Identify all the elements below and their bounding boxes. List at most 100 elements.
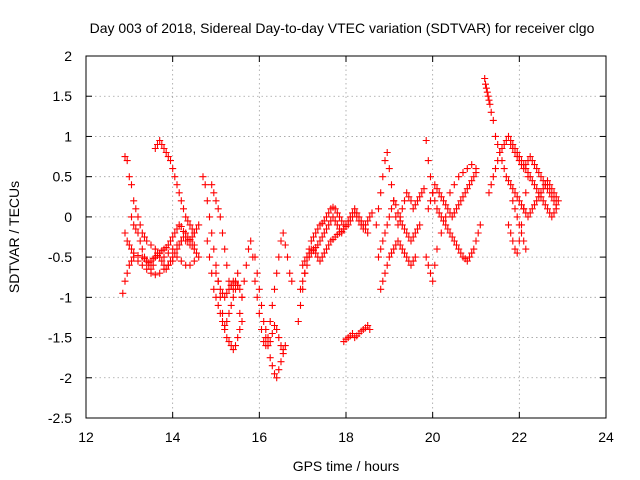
x-axis-label: GPS time / hours	[293, 458, 400, 474]
data-point	[440, 217, 447, 225]
data-point	[138, 245, 146, 253]
data-point	[190, 229, 198, 237]
data-point	[446, 189, 454, 197]
data-point	[177, 237, 185, 245]
x-tick-label: 22	[512, 429, 528, 445]
data-point	[381, 229, 389, 237]
data-point	[541, 181, 549, 189]
data-point	[535, 189, 543, 197]
data-point	[121, 153, 129, 161]
data-point	[167, 257, 174, 265]
data-point	[323, 245, 330, 253]
data-point	[383, 221, 391, 229]
data-point	[268, 330, 276, 337]
data-point	[154, 249, 161, 257]
data-point	[164, 241, 172, 249]
data-point	[299, 277, 307, 285]
data-point	[143, 237, 151, 245]
data-point	[251, 277, 259, 285]
data-point	[128, 257, 135, 265]
data-point	[528, 157, 536, 165]
data-point	[158, 141, 166, 148]
data-point	[253, 293, 261, 301]
data-point	[500, 165, 508, 173]
data-point	[385, 253, 393, 261]
data-point	[325, 221, 333, 229]
data-point	[539, 177, 547, 185]
data-point	[388, 249, 395, 257]
data-point	[392, 201, 400, 209]
data-point	[273, 326, 281, 333]
data-point	[271, 285, 278, 293]
data-point	[528, 205, 536, 213]
data-point	[403, 229, 411, 237]
data-point	[314, 241, 322, 249]
data-point	[515, 221, 523, 229]
data-point	[208, 229, 216, 237]
data-point	[225, 309, 233, 317]
data-point	[472, 165, 480, 173]
data-point	[164, 261, 172, 269]
data-point	[548, 193, 556, 201]
data-point	[507, 141, 515, 148]
data-point	[236, 285, 244, 293]
data-point	[411, 229, 419, 237]
data-point	[186, 221, 194, 229]
data-point	[379, 277, 387, 285]
data-point	[513, 193, 521, 201]
data-point	[121, 277, 129, 285]
data-point	[509, 197, 517, 205]
data-point	[411, 253, 419, 261]
data-point	[522, 189, 530, 197]
data-point	[266, 338, 274, 346]
data-point	[429, 189, 437, 197]
data-point	[338, 217, 346, 225]
data-point	[275, 366, 283, 374]
data-point	[128, 245, 135, 253]
data-point	[223, 289, 231, 297]
data-point	[273, 269, 281, 277]
data-point	[446, 229, 454, 237]
data-point	[307, 237, 315, 245]
data-point	[470, 173, 478, 181]
data-point	[210, 245, 218, 253]
data-point	[223, 334, 231, 342]
data-point	[427, 269, 434, 277]
data-point	[188, 225, 196, 233]
data-point	[297, 301, 304, 309]
data-point	[184, 217, 192, 225]
data-point	[385, 213, 393, 221]
data-point	[435, 209, 443, 217]
data-point	[216, 285, 224, 293]
data-point	[372, 221, 380, 229]
data-point	[277, 358, 285, 366]
data-point	[325, 241, 333, 249]
data-point	[212, 197, 220, 205]
y-tick-label: -2.5	[48, 410, 72, 426]
data-point	[229, 293, 237, 301]
data-point	[463, 185, 471, 193]
y-tick-label: 0	[64, 209, 72, 225]
data-point	[505, 177, 512, 185]
data-point	[238, 293, 246, 301]
data-point	[383, 149, 391, 156]
data-point	[470, 245, 478, 253]
data-point	[182, 229, 190, 237]
data-point	[511, 189, 519, 197]
data-point	[537, 193, 545, 201]
data-point	[320, 229, 328, 237]
data-point	[401, 197, 408, 205]
data-point	[167, 237, 174, 245]
data-point	[533, 185, 541, 193]
data-point	[398, 245, 406, 253]
data-point	[171, 229, 179, 237]
data-point	[299, 261, 307, 269]
data-point	[216, 309, 224, 317]
data-point	[177, 197, 185, 205]
data-point	[130, 221, 138, 229]
data-point	[234, 269, 242, 277]
data-point	[433, 185, 441, 193]
data-point	[483, 88, 491, 96]
data-point	[494, 141, 502, 148]
